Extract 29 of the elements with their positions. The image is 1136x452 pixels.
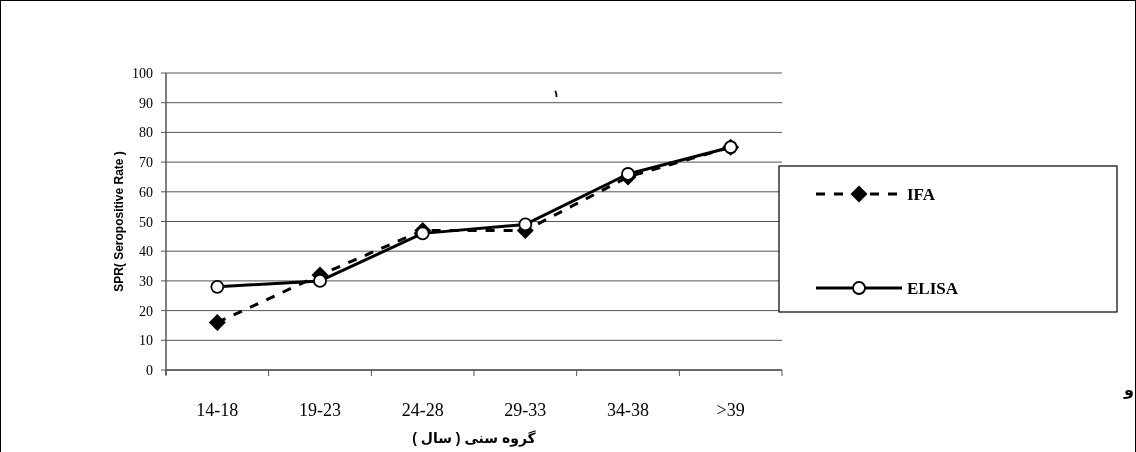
x-tick-label: 24-28 — [401, 400, 444, 420]
y-tick-label: 100 — [132, 66, 153, 81]
x-tick-label: 19-23 — [299, 400, 341, 420]
y-tick-label: 70 — [139, 155, 153, 171]
x-tick-label: 29-33 — [504, 400, 547, 420]
y-axis-title: SPR( Seropositive Rate ) — [112, 151, 126, 292]
point — [518, 217, 533, 232]
point — [208, 313, 226, 331]
x-tick-label: 34-38 — [607, 400, 649, 420]
y-tick-label: 50 — [139, 214, 153, 230]
y-tick-label: 90 — [139, 95, 153, 111]
y-tick-label: 40 — [139, 244, 153, 260]
x-tick-label: 14-18 — [196, 400, 239, 420]
y-tick-label: 10 — [139, 333, 153, 349]
legend: IFA ELISA — [778, 165, 1118, 313]
y-tick-label: 0 — [146, 363, 153, 378]
y-tick-label: 80 — [139, 125, 153, 141]
annotation: ۱ — [552, 88, 560, 99]
point — [313, 274, 327, 288]
y-tick-label: 60 — [139, 184, 153, 200]
legend-label: IFA — [907, 185, 936, 204]
point — [621, 167, 635, 181]
x-tick-label: >39 — [716, 400, 745, 420]
y-tick-label: 30 — [139, 273, 153, 289]
point — [210, 279, 225, 294]
text: و — [1123, 381, 1134, 399]
y-tick-label: 20 — [139, 303, 153, 319]
point — [415, 226, 430, 241]
x-axis-title: گروه سنی ( سال ) — [412, 430, 537, 447]
